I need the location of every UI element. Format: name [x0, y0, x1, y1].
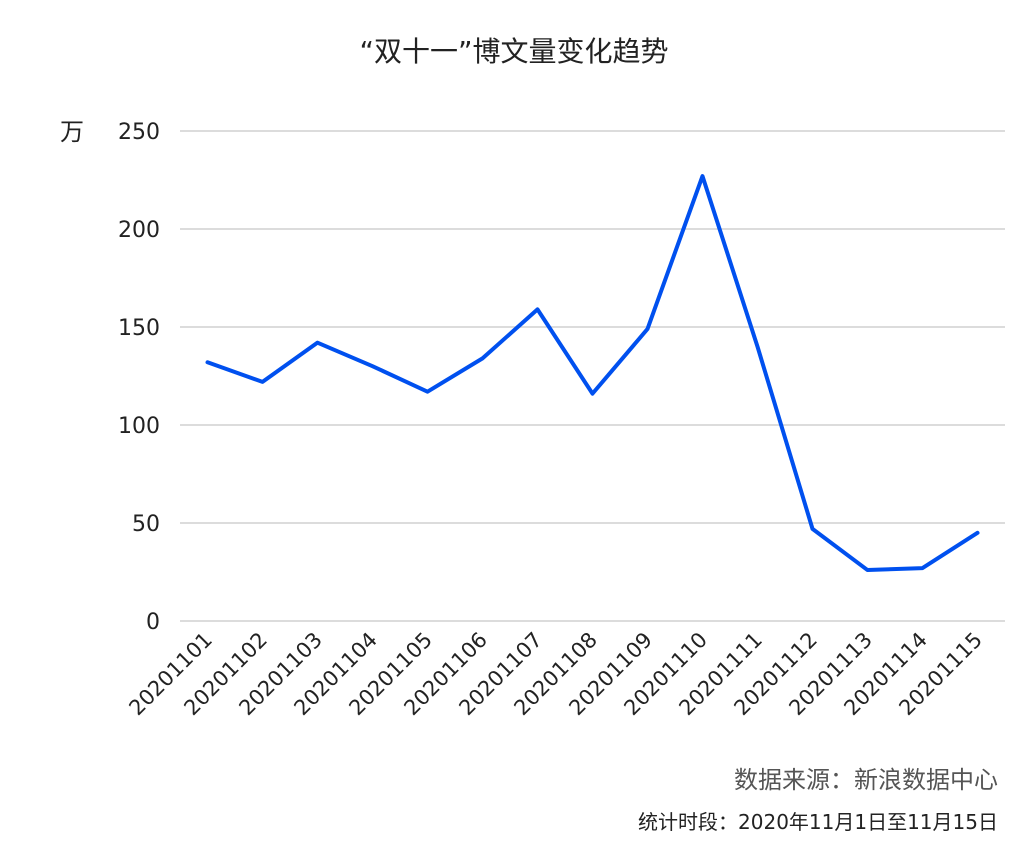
y-tick-label: 100 [118, 414, 160, 439]
y-tick-labels: 0 50 100 150 200 250 [118, 120, 160, 635]
data-source-note: 数据来源：新浪数据中心 [734, 766, 998, 794]
series-line [205, 174, 980, 573]
x-tick-labels: 2020110120201102202011032020110420201105… [124, 628, 987, 721]
y-tick-label: 50 [132, 512, 160, 537]
gridlines [180, 130, 1005, 622]
y-tick-label: 200 [118, 218, 160, 243]
period-note: 统计时段：2020年11月1日至11月15日 [638, 810, 998, 834]
chart-title: “双十一”博文量变化趋势 [359, 35, 669, 68]
y-tick-label: 250 [118, 120, 160, 145]
series-polyline [205, 174, 980, 573]
y-tick-label: 150 [118, 316, 160, 341]
y-tick-label: 0 [146, 610, 160, 635]
y-axis-unit: 万 [60, 118, 84, 146]
